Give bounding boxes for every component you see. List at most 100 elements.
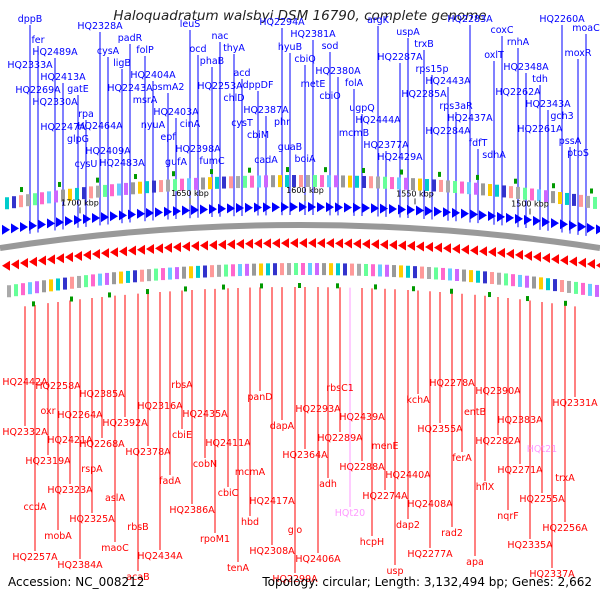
cog-block-top (411, 178, 415, 191)
gene-label-top: oxlT (484, 50, 504, 61)
rna-marker (96, 177, 99, 183)
forward-gene-arrow (173, 206, 181, 217)
cog-block-bottom (175, 267, 179, 280)
cog-block-top (124, 182, 128, 195)
reverse-gene-arrow (362, 238, 370, 249)
gene-label-top: cysT (231, 118, 253, 129)
cog-block-bottom (532, 276, 536, 289)
gene-label-bottom: trxA (555, 473, 575, 484)
gene-label-bottom: nqrF (497, 511, 518, 522)
gene-label-bottom: acaB (126, 572, 149, 583)
cog-block-top (19, 195, 23, 208)
gene-label-bottom: HQ2408A (407, 499, 453, 510)
gene-label-bottom: HQt21 (527, 444, 557, 455)
cog-block-bottom (476, 270, 480, 283)
reverse-gene-arrow (587, 259, 595, 270)
gene-label-bottom: kchA (406, 395, 430, 406)
cog-block-bottom (490, 272, 494, 285)
reverse-gene-arrow (479, 246, 487, 257)
forward-gene-arrow (227, 203, 235, 214)
cog-block-bottom (56, 278, 60, 291)
cog-block-top (523, 187, 527, 200)
reverse-gene-arrow (11, 259, 19, 270)
forward-gene-arrow (263, 202, 271, 213)
forward-gene-arrow (101, 212, 109, 223)
cog-block-top (439, 179, 443, 192)
rna-marker (184, 286, 187, 292)
gene-label-top: gufA (165, 157, 187, 168)
reverse-gene-arrow (533, 251, 541, 262)
gene-label-top: cbiQ (294, 54, 315, 65)
cog-block-top (159, 180, 163, 193)
forward-gene-arrow (137, 208, 145, 219)
cog-block-bottom (525, 275, 529, 288)
gene-label-top: metE (301, 79, 326, 90)
gene-label-bottom: HQ2434A (137, 551, 183, 562)
reverse-gene-arrow (560, 255, 568, 266)
cog-block-top (334, 175, 338, 188)
forward-gene-arrow (155, 207, 163, 218)
cog-block-top (467, 182, 471, 195)
reverse-gene-arrow (380, 239, 388, 250)
cog-block-top (579, 194, 583, 207)
genome-backbone (0, 222, 600, 251)
gene-label-top: HQ2283A (447, 14, 493, 25)
cog-block-top (208, 177, 212, 190)
gene-label-top: rpa (78, 109, 94, 120)
gene-label-top: padR (118, 33, 143, 44)
gene-label-bottom: rbsC1 (326, 383, 354, 394)
cog-block-bottom (567, 280, 571, 293)
cog-block-top (12, 196, 16, 209)
gene-label-top: HQ2413A (40, 72, 86, 83)
gene-label-bottom: ferA (452, 453, 472, 464)
cog-block-top (250, 175, 254, 188)
cog-block-bottom (469, 270, 473, 283)
forward-gene-arrow (110, 211, 118, 222)
forward-gene-arrow (191, 205, 199, 216)
gene-label-top: phaB (200, 56, 224, 67)
forward-gene-arrow (2, 224, 10, 235)
reverse-gene-arrow (434, 242, 442, 253)
cog-block-top (215, 176, 219, 189)
gene-label-top: uspA (396, 27, 420, 38)
gene-label-top: rps15p (415, 64, 448, 75)
cog-block-bottom (595, 284, 599, 297)
cog-block-top (201, 177, 205, 190)
cog-block-top (75, 187, 79, 200)
forward-gene-arrow (479, 210, 487, 221)
cog-block-bottom (336, 263, 340, 276)
reverse-gene-arrow (551, 254, 559, 265)
cog-block-bottom (238, 264, 242, 277)
forward-gene-arrow (497, 211, 505, 222)
cog-block-bottom (364, 263, 368, 276)
cog-block-bottom (539, 277, 543, 290)
gene-label-top: dppB (18, 14, 43, 25)
cog-block-top (397, 177, 401, 190)
gene-label-bottom: HQ2364A (282, 450, 328, 461)
rna-marker (222, 284, 225, 290)
gene-label-top: HQ2437A (447, 113, 493, 124)
forward-gene-arrow (533, 215, 541, 226)
gene-label-top: argK (367, 15, 390, 26)
gene-label-top: ptpS (567, 148, 589, 159)
gene-label-top: chlD (223, 93, 244, 104)
reverse-gene-arrow (353, 238, 361, 249)
cog-block-bottom (147, 269, 151, 282)
forward-gene-arrow (47, 218, 55, 229)
cog-block-top (117, 183, 121, 196)
gene-label-top: HQ2377A (363, 140, 409, 151)
cog-block-top (54, 190, 58, 203)
gene-label-top: HQ2247A (40, 122, 86, 133)
cog-block-top (544, 190, 548, 203)
reverse-gene-arrow (128, 245, 136, 256)
rna-marker (400, 169, 403, 175)
forward-gene-arrow (128, 209, 136, 220)
reverse-gene-arrow (218, 239, 226, 250)
rna-marker (146, 289, 149, 295)
cog-block-top (110, 184, 114, 197)
cog-block-top (180, 178, 184, 191)
kbp-tick-label: 1650 kbp (171, 189, 209, 198)
gene-label-top: guaB (278, 142, 302, 153)
cog-block-top (586, 195, 590, 208)
cog-block-top (26, 194, 30, 207)
